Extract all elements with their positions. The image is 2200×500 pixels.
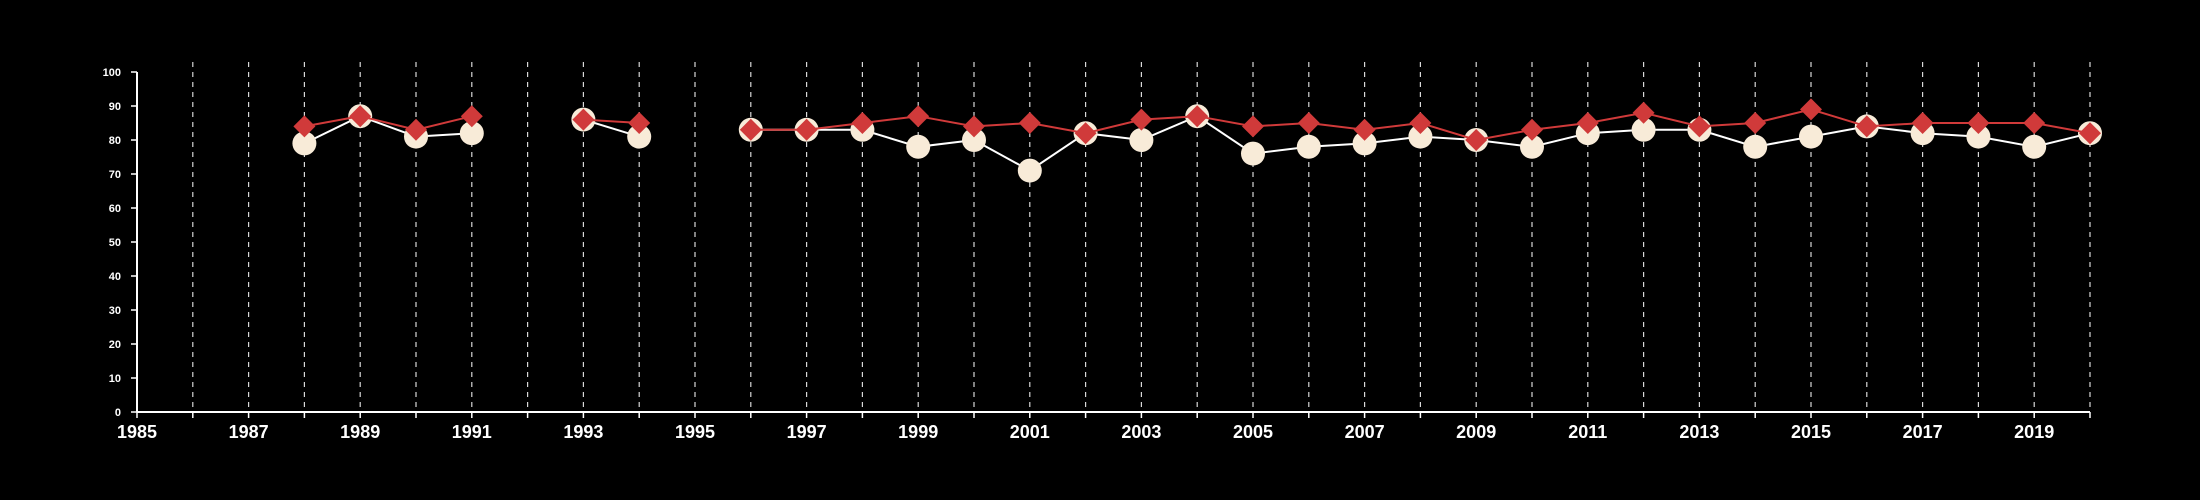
data-point-diamond [1688,115,1711,138]
y-tick-label: 90 [109,101,121,113]
data-point-diamond [628,112,651,134]
y-tick-label: 60 [109,203,121,215]
x-tick-label: 1985 [117,422,157,442]
x-tick-label: 2019 [2014,422,2054,442]
y-tick-label: 10 [109,373,121,385]
data-point-diamond [1130,108,1153,131]
x-tick-label: 1997 [787,422,827,442]
x-tick-label: 2015 [1791,422,1831,442]
x-tick-label: 2003 [1121,422,1161,442]
data-point-diamond [1967,112,1990,134]
data-point-diamond [2023,112,2046,134]
x-tick-label: 1993 [563,422,603,442]
x-tick-label: 1999 [898,422,938,442]
x-tick-label: 2005 [1233,422,1273,442]
y-tick-label: 40 [109,271,121,283]
data-point-circle [459,121,484,146]
data-point-circle [1296,134,1321,159]
data-point-diamond [1242,115,1264,138]
data-point-circle [1017,158,1042,183]
x-tick-label: 2007 [1345,422,1385,442]
data-point-diamond [1521,118,1543,141]
data-point-diamond [1911,112,1934,134]
data-point-circle [1352,131,1377,156]
data-point-diamond [460,105,483,128]
y-tick-label: 0 [115,407,121,419]
data-point-diamond [851,112,874,134]
data-point-diamond [405,118,427,141]
data-point-circle [906,134,931,159]
data-point-diamond [349,105,372,128]
data-point-circle [2022,134,2047,159]
data-point-circle [1241,141,1265,166]
data-point-diamond [1074,122,1097,145]
data-point-circle [627,124,652,149]
y-tick-label: 20 [109,339,121,351]
data-point-diamond [1632,101,1655,124]
x-axis-ticks: 1985 1987 1989 1991 1993 1995 1997 1999 2001 2003… [117,412,2091,442]
data-point-diamond [1186,105,1209,128]
data-point-diamond [1465,129,1488,151]
series-circle [292,104,2102,183]
data-point-diamond [1855,115,1878,138]
data-point-diamond [907,105,930,128]
data-point-circle [1520,134,1544,159]
data-point-circle [1408,124,1433,149]
series-group [292,98,2102,183]
vertical-gridlines [192,62,2091,412]
data-point-diamond [963,115,985,138]
data-point-circle [962,128,986,152]
x-tick-label: 2001 [1010,422,1050,442]
series-diamond [293,98,2101,151]
data-point-circle [1966,124,1991,149]
series-line [303,115,472,145]
x-tick-label: 1989 [340,422,380,442]
y-tick-label: 100 [103,67,121,79]
x-tick-label: 2009 [1456,422,1496,442]
y-tick-label: 30 [109,305,121,317]
y-axis-ticks: 0 10 20 30 40 50 60 70 80 90 100 [103,67,137,419]
data-point-diamond [1744,112,1767,134]
x-tick-label: 1987 [229,422,269,442]
series-line [304,115,473,131]
data-point-diamond [1297,112,1320,134]
y-tick-label: 70 [109,169,121,181]
data-point-circle [1799,124,1823,149]
data-point-diamond [739,118,762,141]
data-point-diamond [572,108,595,131]
data-point-circle [1129,128,1154,152]
data-point-diamond [1576,112,1599,134]
x-tick-label: 1995 [675,422,715,442]
data-point-circle [292,131,317,156]
x-tick-label: 2017 [1903,422,1943,442]
data-point-circle [1631,117,1656,142]
x-tick-label: 1991 [452,422,492,442]
data-point-diamond [1800,98,1822,121]
data-point-diamond [293,115,316,138]
data-point-diamond [795,118,818,141]
y-tick-label: 80 [109,135,121,147]
data-point-diamond [2079,122,2101,145]
axes [136,72,2090,413]
data-point-diamond [1409,112,1432,134]
x-tick-label: 2011 [1568,422,1607,442]
data-point-circle [1743,134,1768,159]
data-point-diamond [1018,112,1041,134]
data-point-diamond [1353,118,1376,141]
x-tick-label: 2013 [1679,422,1719,442]
y-tick-label: 50 [109,237,121,249]
